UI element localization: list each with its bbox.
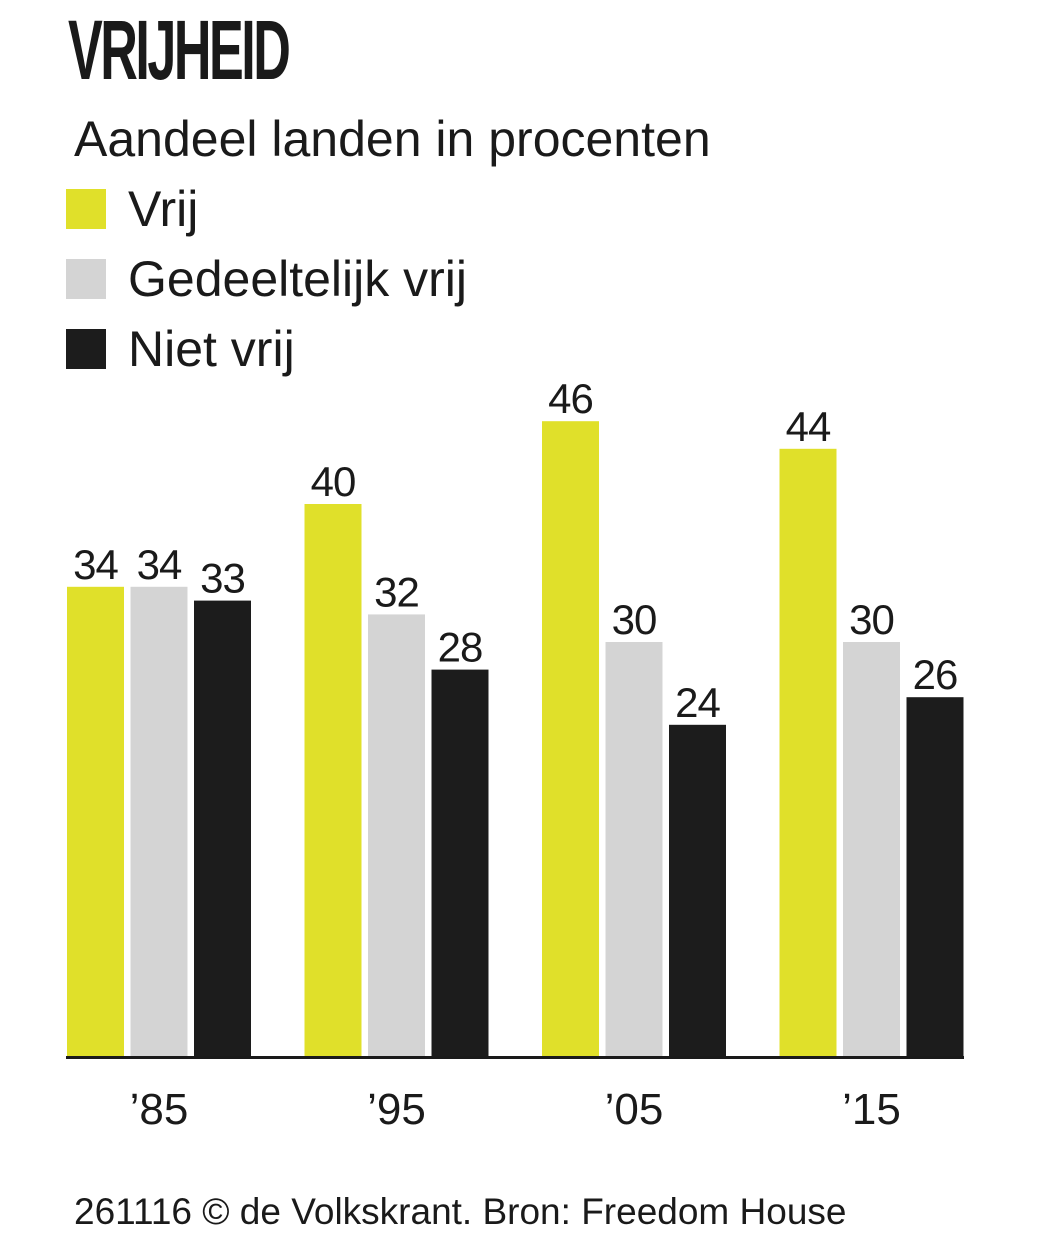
bar-niet-vrij-15 xyxy=(906,697,964,1056)
legend: Vrij Gedeeltelijk vrij Niet vrij xyxy=(66,178,467,388)
bar-niet-vrij-85 xyxy=(194,600,251,1056)
legend-label-niet-vrij: Niet vrij xyxy=(128,321,295,377)
data-label-vrij-05: 46 xyxy=(548,375,593,422)
bar-vrij-15 xyxy=(779,448,837,1056)
bar-gedeeltelijk-vrij-95 xyxy=(368,614,425,1056)
bar-niet-vrij-05 xyxy=(669,724,726,1056)
legend-swatch-vrij xyxy=(66,189,106,229)
data-label-vrij-95: 40 xyxy=(311,458,356,505)
legend-label-vrij: Vrij xyxy=(128,181,199,237)
x-tick-label-95: ’95 xyxy=(367,1085,426,1134)
data-label-niet-vrij-85: 33 xyxy=(200,555,245,602)
bar-vrij-95 xyxy=(304,504,362,1056)
bar-vrij-85 xyxy=(67,586,124,1056)
data-label-niet-vrij-15: 26 xyxy=(913,651,958,698)
bar-niet-vrij-95 xyxy=(431,669,489,1056)
legend-item-niet-vrij: Niet vrij xyxy=(66,318,467,380)
legend-item-gedeeltelijk-vrij: Gedeeltelijk vrij xyxy=(66,248,467,310)
bar-vrij-05 xyxy=(542,421,599,1056)
chart-title: VRIJHEID xyxy=(68,3,291,97)
data-label-vrij-15: 44 xyxy=(786,403,831,450)
data-label-gedeeltelijk-vrij-15: 30 xyxy=(849,596,894,643)
bar-gedeeltelijk-vrij-05 xyxy=(605,642,663,1056)
bar-gedeeltelijk-vrij-85 xyxy=(130,586,188,1056)
bar-gedeeltelijk-vrij-15 xyxy=(843,642,900,1056)
x-tick-label-85: ’85 xyxy=(130,1085,189,1134)
legend-label-gedeeltelijk-vrij: Gedeeltelijk vrij xyxy=(128,251,468,307)
data-label-niet-vrij-05: 24 xyxy=(675,679,720,726)
data-label-gedeeltelijk-vrij-85: 34 xyxy=(137,541,182,588)
data-label-niet-vrij-95: 28 xyxy=(438,624,483,671)
data-label-vrij-85: 34 xyxy=(73,541,118,588)
legend-swatch-gedeeltelijk-vrij xyxy=(66,259,106,299)
legend-item-vrij: Vrij xyxy=(66,178,467,240)
x-tick-label-05: ’05 xyxy=(605,1085,664,1134)
legend-swatch-niet-vrij xyxy=(66,329,106,369)
x-tick-label-15: ’15 xyxy=(842,1085,901,1134)
data-label-gedeeltelijk-vrij-95: 32 xyxy=(374,568,419,615)
data-label-gedeeltelijk-vrij-05: 30 xyxy=(612,596,657,643)
chart-subtitle: Aandeel landen in procenten xyxy=(74,111,711,167)
source-footer: 261116 © de Volkskrant. Bron: Freedom Ho… xyxy=(74,1191,847,1232)
